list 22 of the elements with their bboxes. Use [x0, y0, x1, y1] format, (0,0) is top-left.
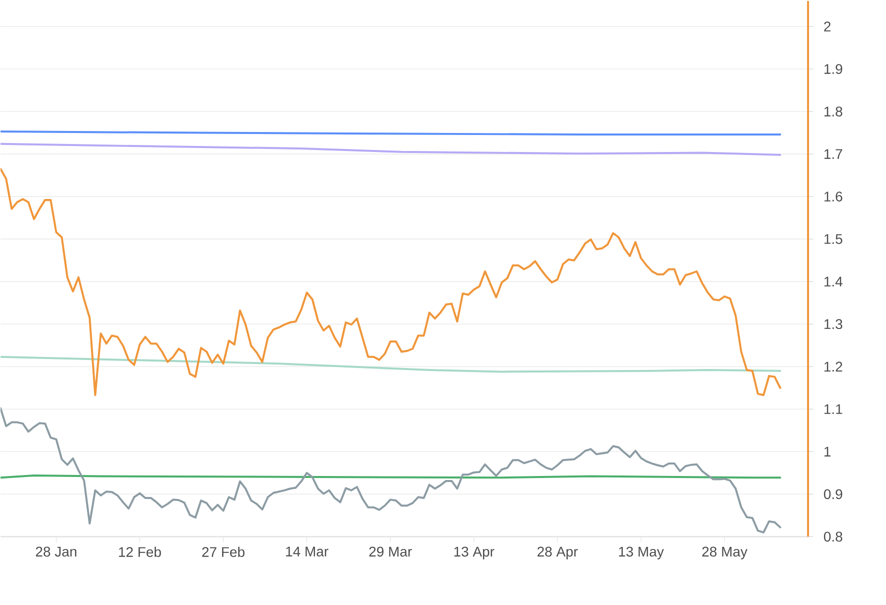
x-tick-label: 13 Apr: [454, 546, 494, 560]
y-tick-label: 1.9: [824, 64, 842, 74]
y-tick-label: 1.7: [824, 149, 842, 160]
y-tick-label: 1.8: [824, 106, 842, 117]
y-tick-label: 1.5: [824, 234, 842, 244]
y-tick-label: 1.2: [824, 362, 842, 372]
y-tick-label: 1.3: [824, 319, 842, 330]
y-tick-label: 0.9: [824, 489, 842, 500]
y-tick-label: 1: [824, 447, 831, 457]
x-tick-label: 29 Mar: [369, 546, 412, 557]
x-tick-label: 28 Apr: [538, 546, 578, 560]
y-tick-label: 1.6: [824, 192, 842, 202]
y-tick-label: 0.8: [824, 532, 842, 542]
x-tick-label: 28 May: [702, 546, 748, 560]
x-tick-label: 27 Feb: [202, 546, 244, 558]
y-tick-label: 1.1: [824, 404, 842, 414]
y-tick-label: 2: [824, 22, 830, 32]
x-tick-label: 13 May: [619, 546, 664, 560]
x-tick-label: 14 Mar: [286, 546, 328, 557]
x-tick-label: 12 Feb: [119, 546, 161, 558]
y-tick-label: 1.4: [824, 276, 842, 287]
x-tick-label: 28 Jan: [36, 546, 76, 557]
